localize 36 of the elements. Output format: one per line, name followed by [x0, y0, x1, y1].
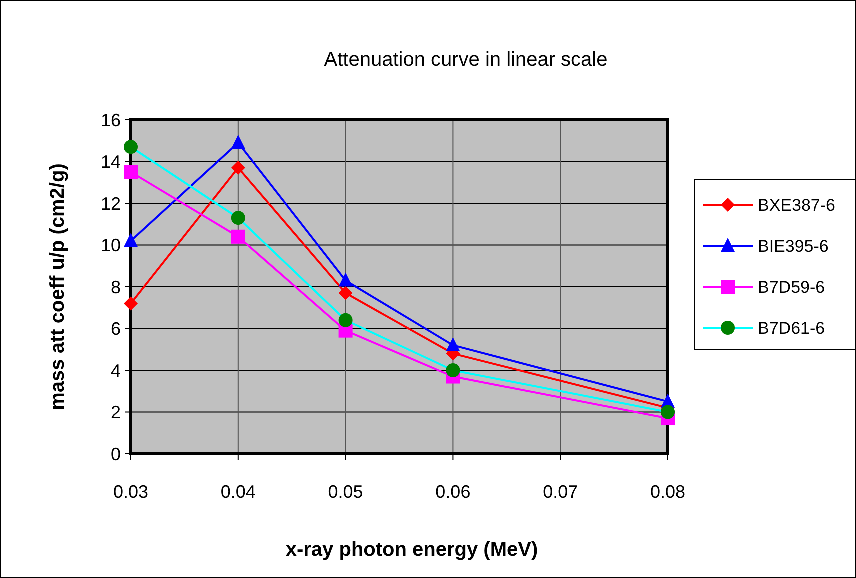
point: [124, 140, 138, 154]
y-tick-label: 10: [100, 236, 121, 256]
point: [338, 286, 353, 300]
point: [446, 364, 460, 378]
point: [661, 405, 675, 420]
y-tick-label: 14: [100, 152, 121, 172]
x-tick-label: 0.03: [113, 482, 149, 502]
point: [338, 272, 353, 287]
chart-title: Attenuation curve in linear scale: [324, 49, 608, 71]
point: [231, 161, 246, 176]
point: [124, 165, 138, 180]
x-tick-label: 0.05: [328, 482, 364, 502]
y-tick-label: 8: [110, 277, 121, 298]
x-tick-label: 0.06: [436, 482, 471, 502]
x-tick-label: 0.07: [543, 482, 578, 502]
x-tick-label: 0.08: [650, 482, 686, 502]
point: [231, 211, 246, 226]
legend-label: B7D61-6: [758, 318, 826, 338]
point: [124, 296, 138, 311]
y-tick-label: 0: [110, 444, 121, 464]
point: [231, 230, 246, 244]
legend-label: B7D59-6: [758, 278, 826, 297]
x-axis-title: x-ray photon energy (MeV): [286, 539, 538, 561]
y-tick-label: 4: [110, 360, 121, 381]
legend-label: BXE387-6: [758, 196, 836, 215]
y-tick-label: 12: [100, 194, 121, 214]
point: [446, 337, 460, 352]
legend-label: BIE395-6: [758, 236, 829, 256]
y-tick-label: 6: [110, 319, 121, 340]
point: [231, 134, 246, 149]
y-tick-label: 2: [110, 402, 121, 423]
point: [124, 233, 138, 248]
point: [338, 313, 353, 328]
y-tick-label: 16: [100, 110, 121, 130]
x-tick-label: 0.04: [220, 482, 256, 502]
y-axis-title: mass att coeff u/p (cm2/g): [47, 164, 69, 410]
